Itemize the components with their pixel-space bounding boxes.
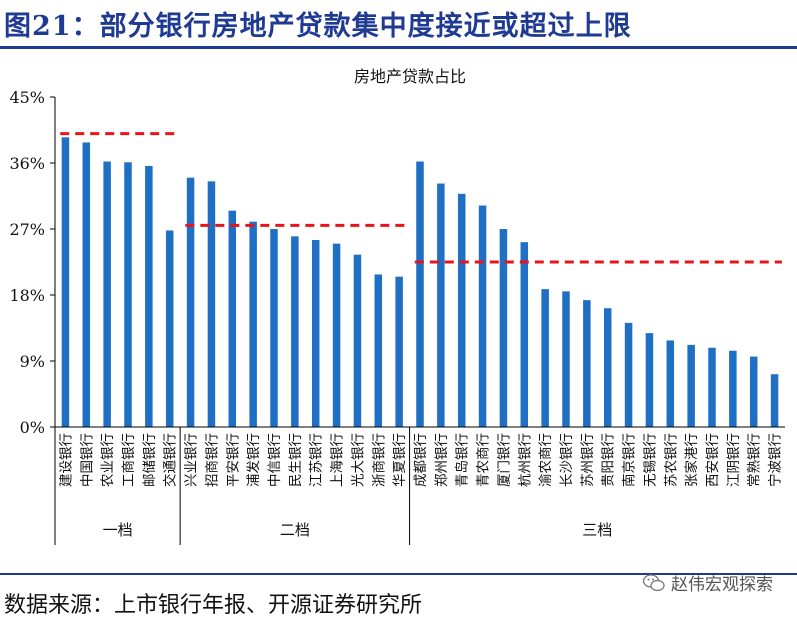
bar: [457, 193, 466, 427]
x-tick-label: 南京银行: [622, 433, 638, 487]
bar: [687, 344, 695, 427]
bar: [478, 205, 487, 427]
x-tick-label: 张家港行: [683, 433, 700, 487]
bar: [291, 236, 299, 427]
x-tick-label: 西安银行: [705, 433, 721, 487]
bar: [395, 276, 403, 427]
source-divider: [0, 573, 797, 575]
bar: [165, 230, 174, 427]
bar: [499, 229, 508, 427]
source-note: 数据来源：上市银行年报、开源证券研究所: [4, 593, 423, 618]
bar: [145, 165, 153, 427]
bar: [353, 254, 362, 427]
group-label: 三档: [582, 521, 612, 539]
bar: [311, 240, 320, 427]
wechat-icon: [643, 573, 665, 591]
x-tick-label: 苏农银行: [663, 433, 679, 487]
x-tick-label: 建设银行: [58, 433, 74, 487]
y-tick-label: 0%: [20, 418, 45, 437]
x-tick-label: 江阴银行: [726, 433, 742, 487]
x-tick-label: 苏州银行: [580, 433, 596, 487]
y-tick-label: 9%: [20, 352, 45, 371]
bar: [374, 274, 383, 427]
x-tick-label: 工商银行: [121, 433, 137, 487]
bar: [729, 350, 737, 427]
chart-title: 房地产贷款占比: [354, 67, 466, 86]
x-tick-label: 招商银行: [204, 433, 220, 487]
bar: [82, 142, 91, 427]
y-tick-label: 18%: [9, 286, 45, 305]
bar: [666, 340, 675, 427]
x-tick-label: 浙商银行: [371, 433, 387, 487]
bar: [332, 243, 341, 427]
bar: [228, 210, 237, 427]
x-tick-label: 平安银行: [225, 433, 241, 487]
bar: [708, 347, 716, 427]
x-tick-label: 杭州银行: [517, 433, 533, 487]
bar: [770, 374, 779, 427]
bar: [437, 183, 445, 427]
watermark: 赵伟宏观探索: [643, 570, 773, 595]
x-tick-label: 郑州银行: [434, 433, 450, 487]
bar: [207, 181, 216, 427]
bar: [103, 161, 111, 427]
x-tick-label: 华夏银行: [392, 433, 408, 487]
y-tick-label: 36%: [9, 154, 45, 173]
x-tick-label: 常熟银行: [747, 433, 763, 487]
bar: [749, 356, 758, 427]
bar: [270, 229, 278, 427]
x-tick-label: 兴业银行: [184, 433, 200, 487]
bar: [541, 289, 549, 427]
x-tick-label: 上海银行: [330, 433, 346, 487]
x-tick-label: 浦发银行: [246, 433, 262, 487]
x-tick-label: 民生银行: [288, 433, 304, 487]
x-tick-label: 渝农商行: [538, 433, 554, 487]
bar: [520, 242, 529, 427]
x-tick-label: 交通银行: [162, 433, 179, 487]
group-label: 二档: [280, 521, 310, 539]
bar: [416, 161, 424, 427]
title-divider: [0, 46, 797, 49]
x-tick-label: 长沙银行: [559, 433, 575, 487]
watermark-text: 赵伟宏观探索: [671, 575, 773, 595]
y-tick-label: 45%: [9, 88, 45, 107]
x-tick-label: 无锡银行: [642, 433, 658, 487]
x-axis: 一档 二档 三档 建设银行 中国银行 农业银行 工商银行 邮储银行 交通银行 兴业银行 招商银行 平安…: [54, 426, 785, 545]
x-tick-label: 成都银行: [413, 433, 429, 487]
x-tick-label: 中信银行: [267, 433, 283, 487]
x-tick-label: 邮储银行: [142, 433, 158, 487]
x-tick-label: 中国银行: [79, 433, 95, 487]
x-tick-label: 光大银行: [350, 433, 366, 487]
limit-lines: [60, 132, 782, 264]
bar: [603, 308, 612, 427]
bar: [61, 137, 70, 427]
bar: [624, 322, 633, 427]
bar: [583, 300, 591, 427]
x-tick-label: 青农商行: [476, 433, 492, 487]
bar: [645, 333, 654, 427]
figure-title: 图21：部分银行房地产贷款集中度接近或超过上限: [4, 11, 632, 42]
x-tick-label: 江苏银行: [309, 433, 325, 487]
group-label: 一档: [103, 521, 133, 539]
bar: [186, 177, 195, 427]
bar-chart: 房地产贷款占比 0% 9% 18% 27% 36% 45% 一档 二档 三档 建设银行 中国银行农…: [9, 67, 785, 545]
x-tick-label: 农业银行: [100, 433, 116, 487]
x-tick-label: 青岛银行: [455, 433, 471, 487]
y-axis: 0% 9% 18% 27% 36% 45%: [9, 88, 56, 437]
x-tick-label: 厦门银行: [496, 433, 512, 487]
bar: [124, 162, 132, 427]
bars: [61, 137, 779, 427]
bar: [249, 221, 257, 427]
bar: [562, 291, 570, 427]
y-tick-label: 27%: [9, 220, 45, 239]
figure-header: 图21：部分银行房地产贷款集中度接近或超过上限: [0, 0, 797, 44]
x-tick-label: 贵阳银行: [601, 433, 617, 487]
x-tick-label: 宁波银行: [767, 433, 784, 487]
